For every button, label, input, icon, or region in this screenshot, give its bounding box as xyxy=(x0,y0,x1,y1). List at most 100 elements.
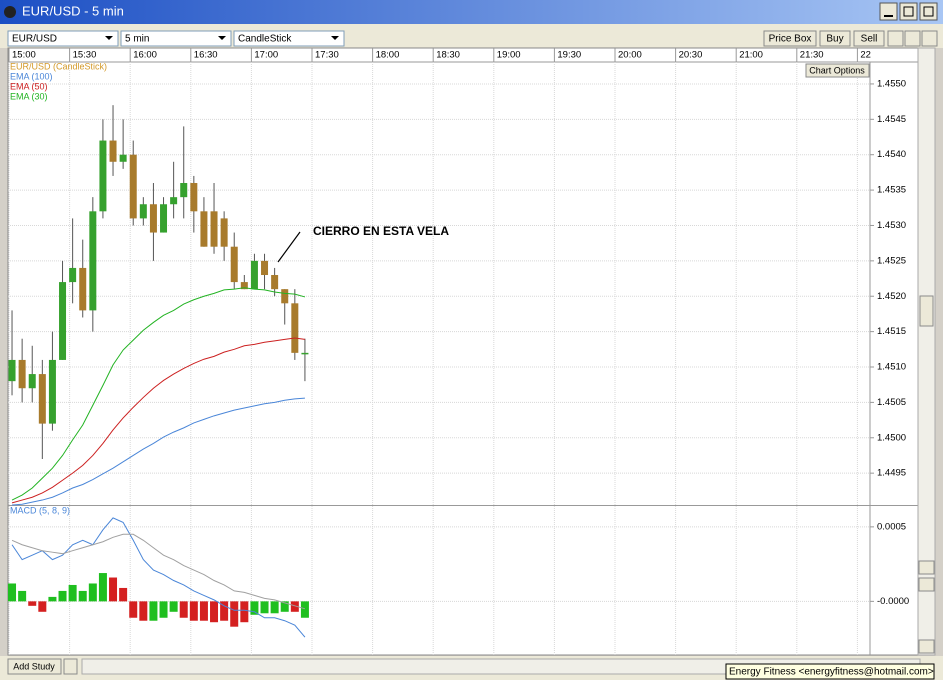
style: CandleStick xyxy=(238,34,292,45)
x-tick-label: 16:30 xyxy=(194,50,218,61)
title-bar xyxy=(0,0,943,24)
scroll-down[interactable] xyxy=(918,560,935,575)
ema-line xyxy=(11,397,305,506)
candle-body xyxy=(230,246,238,283)
x-tick-label: 18:00 xyxy=(376,50,400,61)
scroll-minus[interactable] xyxy=(918,639,935,654)
histogram-bar xyxy=(48,596,57,602)
x-tick-label: 20:00 xyxy=(618,50,642,61)
candle-body xyxy=(69,267,77,283)
annotation: CIERRO EN ESTA VELA xyxy=(313,224,449,238)
histogram-bar xyxy=(280,601,289,612)
histogram-bar xyxy=(290,601,299,612)
candle-body xyxy=(160,204,168,233)
histogram-bar xyxy=(38,601,47,612)
add-study: Add Study xyxy=(13,661,55,671)
symbol-dropdown[interactable] xyxy=(7,30,119,47)
histogram-bar xyxy=(98,573,107,602)
add-study-button[interactable] xyxy=(7,658,62,675)
status-tooltip xyxy=(725,663,935,680)
histogram-bar xyxy=(210,601,219,623)
candle-body xyxy=(291,303,299,353)
buy-button[interactable] xyxy=(819,30,851,47)
candle-body xyxy=(250,260,258,290)
y-tick-label: -0.0000 xyxy=(877,596,909,607)
candle-body xyxy=(190,183,198,212)
histogram-bar xyxy=(179,601,188,618)
close-button[interactable] xyxy=(919,2,938,21)
y-tick-label: 1.4500 xyxy=(877,432,906,443)
interval: 5 min xyxy=(125,34,149,45)
ema-line xyxy=(11,337,305,504)
histogram-bar xyxy=(149,601,158,621)
maximize-icon xyxy=(903,6,914,17)
histogram-bar xyxy=(260,601,269,614)
y-tick-label: 1.4510 xyxy=(877,362,906,373)
histogram-bar xyxy=(250,601,259,615)
legend-entry: EMA (30) xyxy=(10,91,48,101)
y-tick-label: 1.4515 xyxy=(877,326,906,337)
price-box-button[interactable] xyxy=(763,30,817,47)
app-icon xyxy=(4,6,16,18)
candle-body xyxy=(89,211,97,311)
y-tick-label: 0.0005 xyxy=(877,521,906,532)
candle-body xyxy=(301,352,309,355)
scroll-up[interactable] xyxy=(918,577,935,592)
chart-options-button[interactable] xyxy=(805,63,870,78)
x-tick-label: 17:30 xyxy=(315,50,339,61)
sell-button[interactable] xyxy=(853,30,885,47)
maximize-button[interactable] xyxy=(899,2,918,21)
scroll-thumb[interactable] xyxy=(919,295,934,327)
histogram-bar xyxy=(58,590,67,602)
histogram-bar xyxy=(300,601,309,618)
dropdown-button[interactable] xyxy=(63,658,78,675)
histogram-bar xyxy=(28,601,37,606)
interval-dropdown[interactable] xyxy=(120,30,232,47)
x-tick-label: 22 xyxy=(860,50,871,61)
tool-button[interactable] xyxy=(921,30,938,47)
candle-body xyxy=(28,374,36,389)
candle-body xyxy=(139,204,147,219)
candle-body xyxy=(220,218,228,247)
legend-entry: EUR/USD (CandleStick) xyxy=(10,61,107,71)
candle-body xyxy=(271,275,279,290)
symbol: EUR/USD xyxy=(12,34,57,45)
minimize-button[interactable] xyxy=(879,2,898,21)
y-tick-label: 1.4525 xyxy=(877,255,906,266)
candle-body xyxy=(48,359,56,424)
candle-body xyxy=(8,359,16,382)
candle-body xyxy=(281,289,289,304)
macd-line xyxy=(11,533,306,610)
histogram-bar xyxy=(270,601,279,614)
histogram-bar xyxy=(129,601,138,618)
annotation-arrow xyxy=(277,231,301,263)
candle-body xyxy=(119,154,127,162)
x-tick-label: 21:30 xyxy=(800,50,824,61)
histogram-bar xyxy=(68,584,77,602)
style-dropdown[interactable] xyxy=(233,30,345,47)
y-tick-label: 1.4520 xyxy=(877,291,906,302)
panel-title: MACD (5, 8, 9) xyxy=(10,505,70,515)
x-tick-label: 16:00 xyxy=(133,50,157,61)
histogram-bar xyxy=(230,601,239,627)
status: Energy Fitness <energyfitness@hotmail.co… xyxy=(729,667,934,678)
tool-button[interactable] xyxy=(887,30,904,47)
candle-body xyxy=(109,140,117,162)
ema-line xyxy=(11,287,306,501)
histogram-bar xyxy=(18,590,27,602)
histogram-bar xyxy=(139,601,148,621)
x-tick-label: 20:30 xyxy=(679,50,703,61)
button-label: Buy xyxy=(826,34,843,45)
histogram-bar xyxy=(220,601,229,621)
histogram-bar xyxy=(8,583,17,602)
vertical-scrollbar[interactable] xyxy=(917,47,936,656)
histogram-bar xyxy=(78,590,87,602)
candle-body xyxy=(240,282,248,290)
histogram-bar xyxy=(159,601,168,618)
tool-button[interactable] xyxy=(904,30,921,47)
y-tick-label: 1.4495 xyxy=(877,468,906,479)
y-tick-label: 1.4540 xyxy=(877,149,906,160)
candle-body xyxy=(180,183,188,198)
